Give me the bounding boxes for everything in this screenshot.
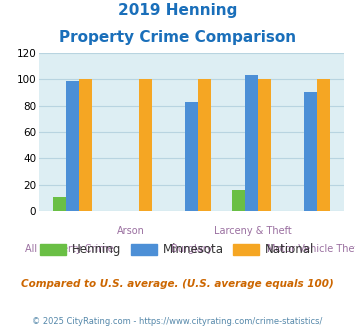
Bar bbox=[198, 79, 211, 211]
Bar bbox=[66, 81, 79, 211]
Bar bbox=[185, 102, 198, 211]
Text: Property Crime Comparison: Property Crime Comparison bbox=[59, 30, 296, 45]
Text: Motor Vehicle Theft: Motor Vehicle Theft bbox=[267, 244, 355, 254]
Legend: Henning, Minnesota, National: Henning, Minnesota, National bbox=[36, 239, 320, 261]
Bar bbox=[245, 75, 258, 211]
Bar bbox=[304, 92, 317, 211]
Text: Burglary: Burglary bbox=[171, 244, 212, 254]
Text: All Property Crime: All Property Crime bbox=[25, 244, 114, 254]
Bar bbox=[258, 79, 271, 211]
Text: Compared to U.S. average. (U.S. average equals 100): Compared to U.S. average. (U.S. average … bbox=[21, 279, 334, 289]
Bar bbox=[139, 79, 152, 211]
Text: © 2025 CityRating.com - https://www.cityrating.com/crime-statistics/: © 2025 CityRating.com - https://www.city… bbox=[32, 317, 323, 326]
Bar bbox=[317, 79, 331, 211]
Bar bbox=[79, 79, 92, 211]
Bar bbox=[231, 190, 245, 211]
Text: Larceny & Theft: Larceny & Theft bbox=[214, 226, 292, 236]
Bar bbox=[53, 197, 66, 211]
Text: 2019 Henning: 2019 Henning bbox=[118, 3, 237, 18]
Text: Arson: Arson bbox=[117, 226, 144, 236]
